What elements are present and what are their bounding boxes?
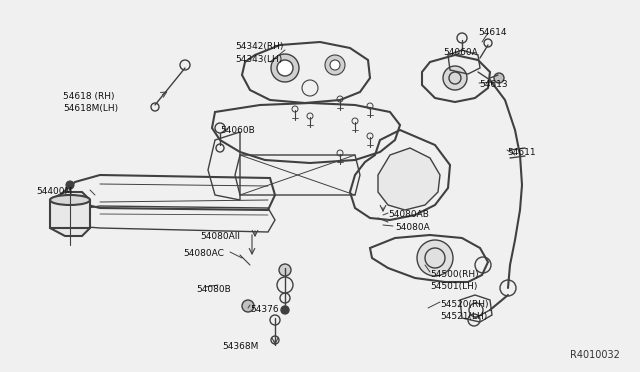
Circle shape [325,55,345,75]
Text: 54521(LH): 54521(LH) [440,312,487,321]
Circle shape [279,264,291,276]
Circle shape [66,181,74,189]
Text: 54613: 54613 [479,80,508,89]
Text: 54080AC: 54080AC [183,249,224,258]
Text: 54618 (RH): 54618 (RH) [63,92,115,101]
Circle shape [277,60,293,76]
Circle shape [271,54,299,82]
Circle shape [242,300,254,312]
Text: 54060A: 54060A [443,48,477,57]
Ellipse shape [50,195,90,205]
Circle shape [330,60,340,70]
Text: 54614: 54614 [478,28,506,37]
Text: 54376: 54376 [250,305,278,314]
Text: 54611: 54611 [507,148,536,157]
Polygon shape [378,148,440,210]
Text: 54342(RH): 54342(RH) [235,42,284,51]
Text: 54368M: 54368M [222,342,259,351]
Text: 54060B: 54060B [220,126,255,135]
Text: R4010032: R4010032 [570,350,620,360]
Text: 54080AB: 54080AB [388,210,429,219]
Text: 54500(RH): 54500(RH) [430,270,479,279]
Text: 54080B: 54080B [196,285,231,294]
Text: 54080AII: 54080AII [200,232,240,241]
Text: 54501(LH): 54501(LH) [430,282,477,291]
Text: 54080A: 54080A [395,223,429,232]
Text: 54400M: 54400M [36,187,72,196]
Circle shape [417,240,453,276]
Circle shape [443,66,467,90]
Circle shape [494,73,504,83]
Circle shape [281,306,289,314]
Text: 54618M(LH): 54618M(LH) [63,104,118,113]
Text: 54343(LH): 54343(LH) [235,55,282,64]
Polygon shape [50,192,90,236]
Text: 54520(RH): 54520(RH) [440,300,488,309]
